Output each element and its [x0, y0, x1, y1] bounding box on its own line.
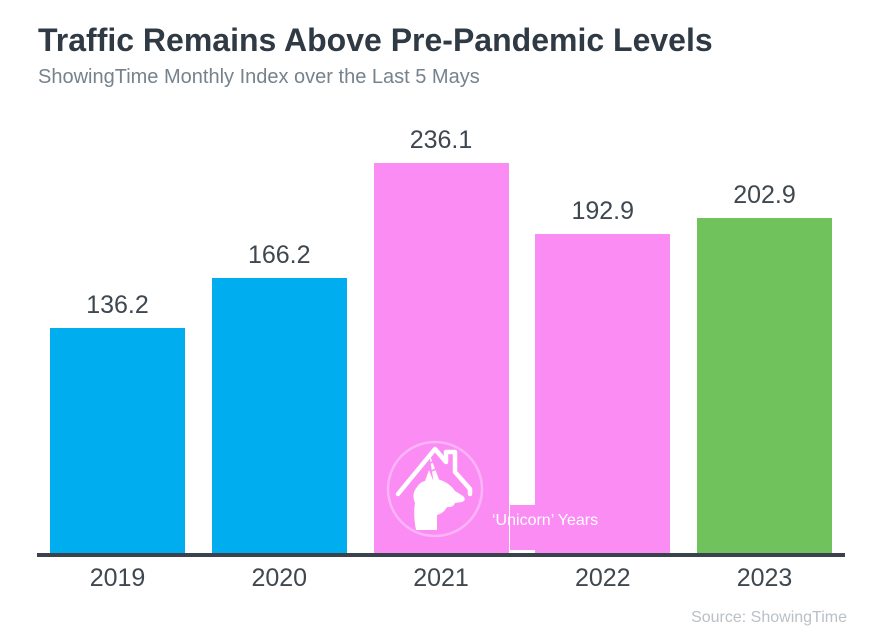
- x-axis-tick-2019: 2019: [89, 564, 146, 592]
- bar-2019: [50, 328, 185, 553]
- bar-column-2022: 192.9: [535, 196, 671, 553]
- x-axis-line: [37, 553, 845, 557]
- bar-group: 136.2 166.2 236.1 192.9 202.9: [50, 123, 832, 553]
- source-attribution: Source: ShowingTime: [691, 609, 847, 626]
- unicorn-years-bridge: [510, 505, 536, 550]
- bar-value-label: 236.1: [409, 126, 473, 154]
- chart-title: Traffic Remains Above Pre-Pandemic Level…: [38, 22, 713, 58]
- bar-2023: [697, 218, 832, 553]
- chart-subtitle: ShowingTime Monthly Index over the Last …: [38, 66, 480, 88]
- bar-value-label: 136.2: [86, 291, 149, 319]
- x-axis-tick-2022: 2022: [574, 564, 631, 592]
- bar-2020: [211, 278, 347, 553]
- bar-column-2020: 166.2: [211, 240, 347, 553]
- bar-column-2023: 202.9: [697, 180, 832, 553]
- x-axis-tick-2020: 2020: [251, 564, 308, 592]
- bar-value-label: 202.9: [733, 181, 796, 209]
- x-axis-tick-2021: 2021: [413, 564, 469, 592]
- x-axis-labels: 2019 2020 2021 2022 2023: [50, 564, 832, 593]
- x-axis-tick-2023: 2023: [736, 564, 793, 592]
- bar-value-label: 192.9: [571, 197, 635, 225]
- unicorn-years-label: ‘Unicorn’ Years: [492, 512, 599, 529]
- bar-value-label: 166.2: [247, 241, 311, 269]
- bar-2022: [535, 234, 671, 553]
- bar-column-2019: 136.2: [50, 290, 185, 553]
- house-unicorn-icon: [386, 440, 484, 538]
